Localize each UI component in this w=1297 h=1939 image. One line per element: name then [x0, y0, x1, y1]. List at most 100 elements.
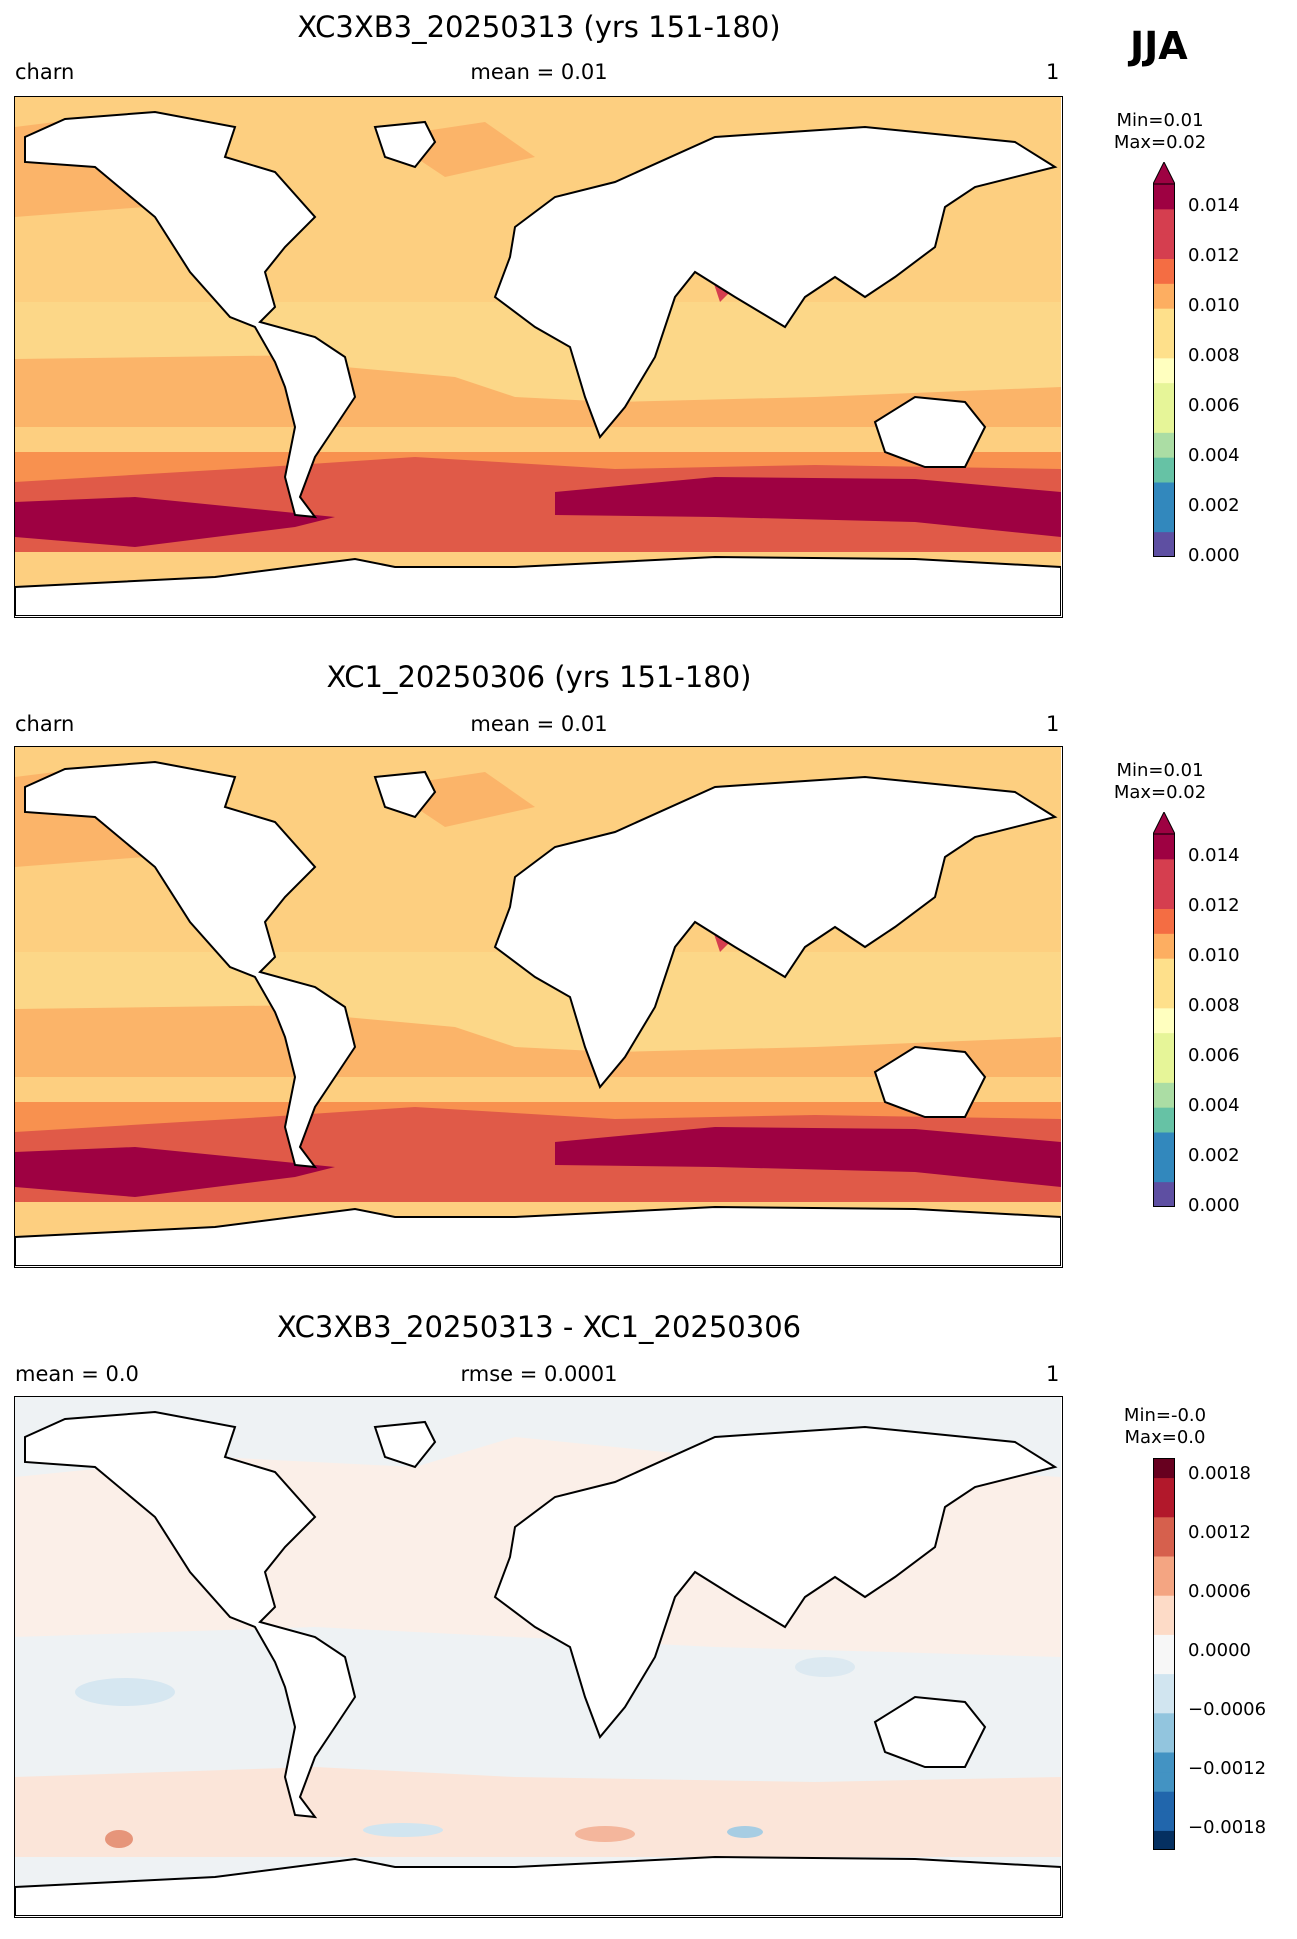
- panel-number: 1: [1046, 712, 1060, 736]
- colorbar-swatch: [1153, 933, 1175, 959]
- colorbar-stats: Min=-0.0 Max=0.0: [1124, 1405, 1206, 1449]
- colorbar-swatch: [1153, 308, 1175, 334]
- positive-patch: [575, 1826, 635, 1842]
- americas-landmass: [24, 110, 357, 519]
- negative-patch: [795, 1657, 855, 1677]
- tick-label: 0.008: [1188, 345, 1240, 366]
- colorbar-swatch: [1153, 1634, 1175, 1655]
- colorbar-extend-arrow: [1152, 160, 1176, 185]
- colorbar-swatch: [1153, 1693, 1175, 1714]
- colorbar-swatches: [1153, 1458, 1175, 1851]
- tick-label: 0.006: [1188, 395, 1240, 416]
- colorbar-swatch: [1153, 357, 1175, 384]
- tick-label: 0.010: [1188, 295, 1240, 316]
- tick-label: 0.014: [1188, 845, 1240, 866]
- colorbar-swatch: [1153, 457, 1175, 483]
- australia: [873, 395, 987, 468]
- colorbar-swatch: [1153, 382, 1175, 408]
- colorbar-swatch: [1153, 1830, 1175, 1851]
- min-max-text: Min=0.01 Max=0.02: [1113, 110, 1207, 153]
- mean-label: mean = 0.01: [470, 60, 608, 84]
- min-max-text: Min=0.01 Max=0.02: [1113, 760, 1207, 803]
- colorbar-swatches: [1152, 160, 1176, 557]
- colorbar-swatch: [1153, 1458, 1175, 1479]
- colorbar-swatch: [1153, 1791, 1175, 1812]
- colorbar-swatch: [1153, 834, 1175, 860]
- colorbar-swatch: [1153, 1082, 1175, 1108]
- map-frame: [14, 1396, 1063, 1918]
- tick-label: 0.014: [1188, 195, 1240, 216]
- colorbar-swatch: [1153, 983, 1175, 1009]
- positive-patch: [105, 1830, 133, 1848]
- tick-label: −0.0018: [1188, 1817, 1267, 1838]
- colorbar-extend-arrow: [1152, 810, 1176, 835]
- greenland: [373, 770, 437, 819]
- negative-patch: [727, 1826, 763, 1838]
- tick-label: 0.002: [1188, 1145, 1240, 1166]
- colorbar-swatch: [1153, 858, 1175, 885]
- map-frame: [14, 746, 1063, 1268]
- tick-label: 0.004: [1188, 1095, 1240, 1116]
- tick-label: 0.012: [1188, 245, 1240, 266]
- negative-patch: [75, 1678, 175, 1706]
- field-map: [15, 97, 1061, 616]
- tick-label: 0.0012: [1188, 1522, 1251, 1543]
- colorbar: [1152, 810, 1176, 1207]
- tick-label: 0.000: [1188, 545, 1240, 566]
- antarctica: [15, 555, 1061, 616]
- colorbar-swatch: [1153, 432, 1175, 458]
- colorbar-swatch: [1153, 333, 1175, 359]
- colorbar-swatch: [1153, 1536, 1175, 1557]
- colorbar-swatches: [1152, 810, 1176, 1207]
- colorbar-swatch: [1153, 283, 1175, 309]
- afro-eurasia-landmass: [493, 1425, 1058, 1739]
- tick-label: 0.002: [1188, 495, 1240, 516]
- panel-number: 1: [1046, 60, 1060, 84]
- season-label: JJA: [1130, 24, 1188, 68]
- colorbar-swatch: [1153, 1752, 1175, 1773]
- antarctica: [15, 1205, 1061, 1266]
- rmse-label: rmse = 0.0001: [460, 1362, 618, 1386]
- variable-label: charn: [15, 60, 75, 84]
- colorbar-swatch: [1153, 1771, 1175, 1792]
- colorbar-swatch: [1153, 1614, 1175, 1635]
- antarctica: [15, 1855, 1061, 1916]
- storm-track-west: [15, 497, 335, 547]
- colorbar-swatch: [1153, 506, 1175, 533]
- greenland: [373, 120, 437, 169]
- panel-title: XC3XB3_20250313 (yrs 151-180): [297, 10, 781, 44]
- colorbar-swatch: [1153, 1032, 1175, 1058]
- colorbar-stats: Min=0.01 Max=0.02: [1114, 110, 1206, 154]
- mid-south-band: [15, 1005, 1061, 1077]
- colorbar-swatch: [1153, 1057, 1175, 1083]
- colorbar-swatch: [1153, 1007, 1175, 1034]
- americas-landmass: [24, 1410, 357, 1819]
- colorbar-swatch: [1153, 958, 1175, 984]
- variable-label: charn: [15, 712, 75, 736]
- colorbar-swatch: [1153, 1181, 1175, 1207]
- panel-title: XC3XB3_20250313 - XC1_20250306: [276, 1310, 802, 1344]
- colorbar-swatch: [1153, 407, 1175, 433]
- colorbar-swatch: [1153, 1732, 1175, 1753]
- colorbar-swatch: [1153, 1673, 1175, 1694]
- tick-label: 0.0006: [1188, 1581, 1251, 1602]
- colorbar: [1152, 160, 1176, 557]
- colorbar-swatch: [1153, 1712, 1175, 1733]
- tick-label: −0.0006: [1188, 1699, 1267, 1720]
- australia: [873, 1695, 987, 1768]
- americas-landmass: [24, 760, 357, 1169]
- australia: [873, 1045, 987, 1118]
- colorbar-swatch: [1153, 1556, 1175, 1577]
- negative-patch: [363, 1823, 443, 1837]
- tick-label: 0.0000: [1188, 1640, 1251, 1661]
- tick-label: 0.004: [1188, 445, 1240, 466]
- colorbar-swatch: [1153, 1477, 1175, 1498]
- colorbar-swatch: [1153, 1654, 1175, 1675]
- greenland: [373, 1420, 437, 1469]
- tick-label: 0.012: [1188, 895, 1240, 916]
- field-map: [15, 747, 1061, 1266]
- colorbar-swatch: [1153, 531, 1175, 557]
- colorbar-swatch: [1153, 258, 1175, 284]
- colorbar-swatch: [1153, 1156, 1175, 1183]
- colorbar-swatch: [1153, 1575, 1175, 1596]
